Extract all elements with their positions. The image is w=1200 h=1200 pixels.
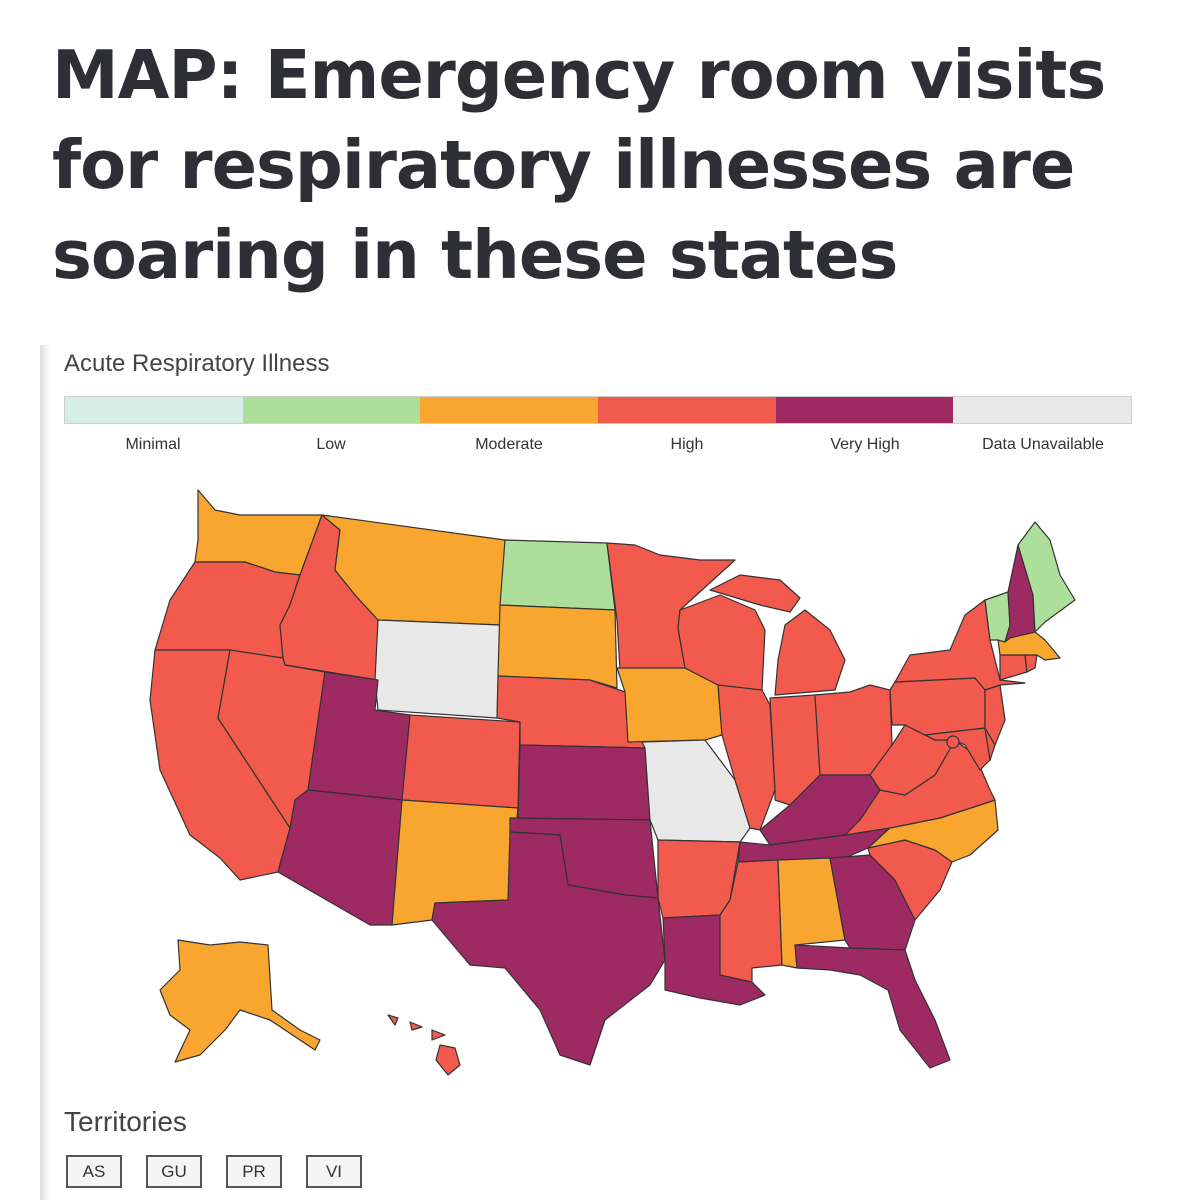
state-me[interactable] xyxy=(1017,521,1076,633)
legend-labels: Minimal Low Moderate High Very High Data… xyxy=(64,436,1132,454)
state-az[interactable] xyxy=(277,789,403,926)
us-map xyxy=(149,489,1076,1076)
legend-label-low: Low xyxy=(316,436,346,453)
state-sd[interactable] xyxy=(497,604,618,689)
state-mi[interactable] xyxy=(709,574,846,696)
state-ak[interactable] xyxy=(159,939,321,1063)
territory-buttons: AS GU PR VI xyxy=(66,1155,362,1188)
headline-line-1: MAP: Emergency room visits xyxy=(52,36,1106,114)
headline-line-3: soaring in these states xyxy=(52,216,898,294)
state-ri[interactable] xyxy=(1024,654,1038,673)
legend-swatch-high[interactable] xyxy=(598,397,776,423)
legend-label-very-high: Very High xyxy=(830,436,900,453)
territory-button-gu[interactable]: GU xyxy=(146,1155,202,1188)
state-nd[interactable] xyxy=(499,539,616,611)
legend-swatch-very-high[interactable] xyxy=(775,397,954,423)
panel-edge xyxy=(40,345,50,1200)
legend-label-minimal: Minimal xyxy=(125,436,181,453)
legend-swatch-unavailable[interactable] xyxy=(953,397,1132,423)
state-wy[interactable] xyxy=(374,619,501,719)
legend-label-unavailable: Data Unavailable xyxy=(982,436,1104,453)
territory-button-vi[interactable]: VI xyxy=(306,1155,362,1188)
state-dc[interactable] xyxy=(946,735,960,749)
territories-title: Territories xyxy=(64,1106,187,1137)
headline: MAP: Emergency room visits for respirato… xyxy=(52,30,1162,300)
legend-title: Acute Respiratory Illness xyxy=(64,350,330,377)
state-tx[interactable] xyxy=(431,831,666,1066)
legend-label-moderate: Moderate xyxy=(475,436,543,453)
state-or[interactable] xyxy=(154,561,301,659)
legend-bar xyxy=(64,396,1132,424)
state-ct[interactable] xyxy=(999,654,1028,681)
state-hi[interactable] xyxy=(387,1014,461,1076)
state-vt[interactable] xyxy=(984,591,1011,643)
state-ma[interactable] xyxy=(997,631,1061,661)
territory-button-as[interactable]: AS xyxy=(66,1155,122,1188)
territory-button-pr[interactable]: PR xyxy=(226,1155,282,1188)
state-ny[interactable] xyxy=(894,599,1026,691)
state-co[interactable] xyxy=(401,714,521,809)
headline-line-2: for respiratory illnesses are xyxy=(52,126,1075,204)
legend-swatch-low[interactable] xyxy=(242,397,421,423)
legend-swatch-minimal[interactable] xyxy=(65,397,243,423)
legend-label-high: High xyxy=(670,436,704,453)
state-ks[interactable] xyxy=(517,744,651,821)
state-fl[interactable] xyxy=(794,944,951,1069)
legend-swatch-moderate[interactable] xyxy=(420,397,599,423)
